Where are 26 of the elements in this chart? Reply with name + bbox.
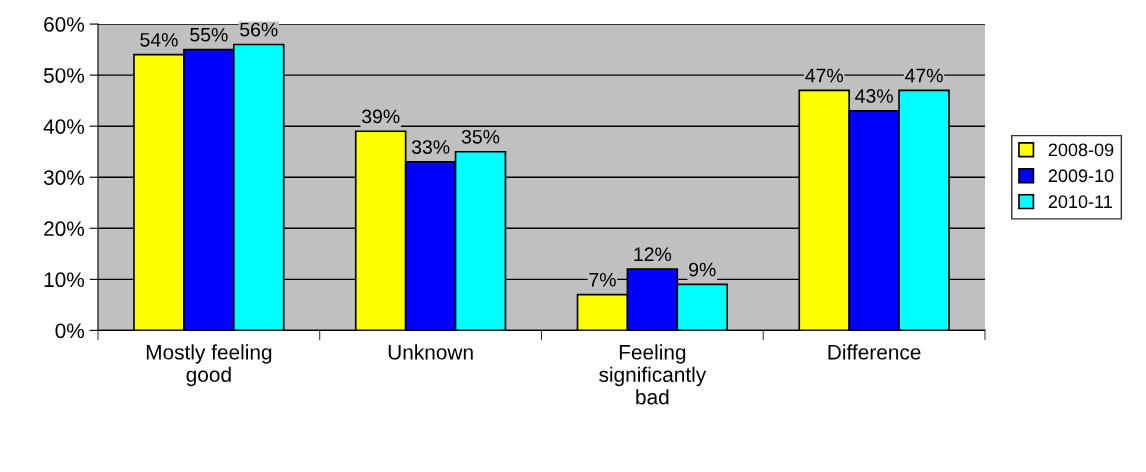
y-tick-label: 20%: [44, 221, 85, 237]
y-tick-label: 40%: [43, 119, 85, 134]
data-label: 47%: [805, 68, 843, 83]
data-label: 7%: [589, 272, 616, 287]
x-tick-label: Unknown: [388, 344, 473, 360]
y-tick-label: 10%: [44, 272, 85, 288]
y-tick-label: 60%: [44, 17, 85, 32]
data-label: 56%: [240, 22, 278, 37]
y-tick-label: 30%: [43, 170, 85, 185]
y-tick-label: 0%: [55, 323, 85, 339]
data-label: 9%: [689, 262, 716, 277]
data-label: 54%: [140, 33, 178, 47]
data-label: 39%: [362, 109, 400, 124]
y-tick-label: 50%: [43, 68, 85, 83]
x-tick-label: Feeling significantly bad: [599, 344, 707, 405]
x-tick-label: Mostly feeling good: [146, 344, 272, 387]
data-label: 47%: [904, 68, 943, 83]
data-label: 12%: [634, 247, 672, 262]
legend-label: 2008-09: [1048, 143, 1114, 157]
x-tick-label: Difference: [828, 344, 921, 360]
data-label: 35%: [461, 129, 500, 144]
data-label: 33%: [411, 140, 450, 154]
legend-label: 2010-11: [1048, 195, 1112, 209]
data-label: 55%: [190, 27, 228, 42]
data-label: 43%: [855, 89, 893, 103]
legend-label: 2009-10: [1048, 169, 1114, 183]
